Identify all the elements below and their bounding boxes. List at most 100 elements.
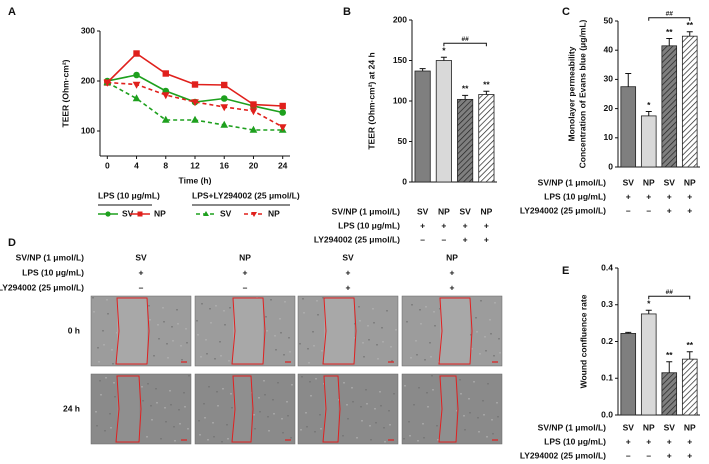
wound-area xyxy=(233,376,251,442)
data-point xyxy=(133,50,140,57)
texture xyxy=(427,406,429,408)
wound-outline xyxy=(438,297,473,365)
treatment: + xyxy=(463,220,468,230)
texture xyxy=(148,305,150,307)
texture xyxy=(368,339,370,341)
texture xyxy=(287,415,289,417)
texture xyxy=(229,307,231,309)
texture xyxy=(254,428,256,430)
texture xyxy=(162,307,164,309)
legend-label: NP xyxy=(268,208,280,218)
texture xyxy=(187,428,189,430)
x-tick-label: NP xyxy=(643,177,655,187)
texture xyxy=(317,314,319,316)
wound-outline xyxy=(438,375,459,443)
wound-outline xyxy=(115,375,142,443)
data-point xyxy=(161,92,170,100)
texture xyxy=(113,382,115,384)
texture xyxy=(499,352,501,354)
texture xyxy=(379,391,381,393)
texture xyxy=(197,334,199,336)
x-tick-label: 4 xyxy=(134,160,139,170)
texture xyxy=(360,406,362,408)
texture xyxy=(359,320,361,322)
treatment: + xyxy=(346,267,351,277)
texture xyxy=(207,439,209,441)
texture xyxy=(491,419,493,421)
row-label: LPS (10 μg/mL) xyxy=(22,267,84,277)
texture xyxy=(253,414,255,416)
texture xyxy=(173,426,175,428)
column-label: SV xyxy=(342,252,354,262)
texture xyxy=(354,337,356,339)
texture xyxy=(322,297,324,299)
texture xyxy=(156,402,158,404)
texture xyxy=(142,400,144,402)
texture xyxy=(395,329,397,331)
texture xyxy=(227,438,229,440)
texture xyxy=(223,310,225,312)
wound-area xyxy=(233,298,263,364)
texture xyxy=(268,430,270,432)
x-tick-label: SV xyxy=(459,206,471,216)
row-label: LPS (10 μg/mL) xyxy=(544,436,606,446)
texture xyxy=(416,354,418,356)
panel-letter: C xyxy=(562,6,570,18)
time-label: 0 h xyxy=(68,325,80,335)
texture xyxy=(314,431,316,433)
treatment: – xyxy=(243,282,248,292)
bar xyxy=(414,70,431,183)
data-point xyxy=(132,81,141,89)
wound-outline xyxy=(322,375,341,443)
micrograph xyxy=(297,373,399,445)
treatment: + xyxy=(667,205,672,215)
wound-outline xyxy=(115,297,150,365)
bar xyxy=(478,94,495,183)
texture xyxy=(352,401,354,403)
x-tick-label: NP xyxy=(480,206,492,216)
treatment: + xyxy=(139,267,144,277)
texture xyxy=(282,432,284,434)
texture xyxy=(302,298,304,300)
texture xyxy=(228,360,230,362)
texture xyxy=(96,425,98,427)
error-bar xyxy=(645,111,652,116)
texture xyxy=(174,440,176,442)
treatment: – xyxy=(626,450,631,460)
texture xyxy=(100,394,102,396)
texture xyxy=(305,412,307,414)
texture xyxy=(493,355,495,357)
bracket-label: ## xyxy=(462,36,470,43)
texture xyxy=(153,355,155,357)
texture xyxy=(478,431,480,433)
texture xyxy=(473,381,475,383)
y-tick-label: 0.0 xyxy=(601,409,613,419)
texture xyxy=(418,387,420,389)
texture xyxy=(469,412,471,414)
texture xyxy=(98,361,100,363)
texture xyxy=(468,398,470,400)
texture xyxy=(286,401,288,403)
texture xyxy=(307,348,309,350)
significance: ** xyxy=(483,80,490,90)
error-bar xyxy=(666,361,673,373)
texture xyxy=(214,358,216,360)
texture xyxy=(164,407,166,409)
texture xyxy=(106,299,108,301)
row-label: SV/NP (1 μmol/L) xyxy=(332,206,401,216)
texture xyxy=(381,327,383,329)
texture xyxy=(425,306,427,308)
texture xyxy=(103,344,105,346)
data-point xyxy=(249,108,258,116)
texture xyxy=(483,414,485,416)
treatment: + xyxy=(626,436,631,446)
data-point xyxy=(133,71,140,79)
texture xyxy=(376,344,378,346)
texture xyxy=(111,349,113,351)
texture xyxy=(267,416,269,418)
x-tick-label: SV xyxy=(664,422,676,432)
y-tick-label: 50 xyxy=(604,15,614,25)
bracket-label: ## xyxy=(666,11,674,18)
texture xyxy=(380,405,382,407)
texture xyxy=(177,323,179,325)
